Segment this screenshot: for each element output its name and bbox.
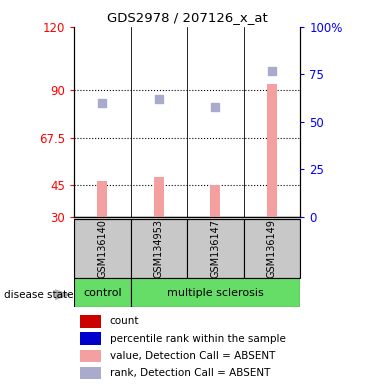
Bar (80, 333, 101, 344)
Point (212, 104, 218, 110)
Title: GDS2978 / 207126_x_at: GDS2978 / 207126_x_at (107, 11, 268, 24)
Bar (154, 177, 164, 217)
Bar (97, 181, 108, 217)
Bar (80, 367, 101, 379)
Bar (74, 219, 131, 278)
Text: control: control (83, 288, 122, 298)
Bar (131, 219, 187, 278)
Point (156, 96, 162, 102)
Point (269, 68, 275, 74)
Text: GSM134953: GSM134953 (154, 219, 164, 278)
Text: count: count (110, 316, 139, 326)
Text: percentile rank within the sample: percentile rank within the sample (110, 334, 285, 344)
Text: multiple sclerosis: multiple sclerosis (167, 288, 264, 298)
Text: value, Detection Call = ABSENT: value, Detection Call = ABSENT (110, 351, 275, 361)
Text: rank, Detection Call = ABSENT: rank, Detection Call = ABSENT (110, 367, 270, 377)
Text: GSM136147: GSM136147 (211, 219, 220, 278)
Text: GSM136140: GSM136140 (97, 219, 108, 278)
Text: GSM136149: GSM136149 (267, 219, 277, 278)
Bar (80, 349, 101, 362)
Bar (244, 219, 300, 278)
Bar (74, 278, 131, 307)
Bar (131, 278, 300, 307)
Bar (187, 219, 244, 278)
Bar (210, 185, 220, 217)
Polygon shape (55, 290, 72, 300)
Bar (80, 315, 101, 328)
Point (99, 100, 105, 106)
Text: disease state: disease state (4, 290, 73, 300)
Bar (267, 84, 277, 217)
